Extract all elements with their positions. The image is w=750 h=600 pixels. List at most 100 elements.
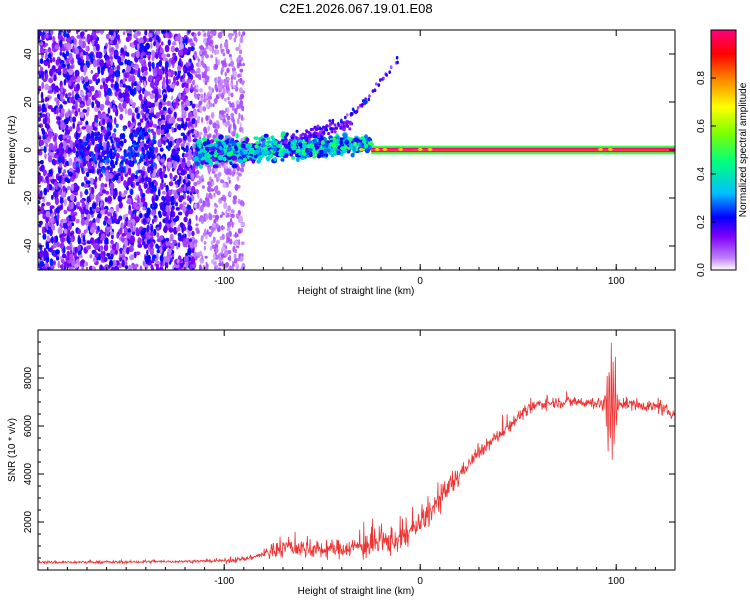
heatmap-cell	[46, 186, 51, 190]
heatmap-cell	[230, 140, 234, 144]
heatmap-cell	[83, 167, 87, 172]
heatmap-cell	[109, 40, 113, 45]
heatmap-cell	[135, 205, 141, 210]
heatmap-cell	[235, 240, 238, 247]
heatmap-cell	[203, 241, 207, 245]
heatmap-cell	[118, 102, 122, 110]
heatmap-cell	[143, 90, 149, 98]
heatmap-cell	[232, 122, 236, 129]
heatmap-cell	[224, 262, 230, 268]
heatmap-cell	[82, 157, 86, 162]
heatmap-cell	[239, 167, 245, 173]
heatmap-cell	[187, 130, 190, 137]
heatmap-cell	[146, 239, 151, 244]
heatmap-cell	[218, 262, 222, 267]
heatmap-cell	[350, 153, 355, 158]
heatmap-cell	[150, 42, 153, 49]
heatmap-cell	[193, 203, 198, 209]
heatmap-cell	[122, 31, 126, 36]
heatmap-cell	[228, 254, 232, 262]
heatmap-cell	[154, 78, 158, 86]
heatmap-cell	[47, 62, 51, 69]
heatmap-cell	[89, 158, 92, 163]
heatmap-cell	[138, 93, 143, 101]
heatmap-cell	[105, 135, 109, 140]
heatmap-cell	[224, 135, 229, 139]
heatmap-cell	[182, 134, 188, 141]
heatmap-cell	[94, 92, 99, 99]
heatmap-cell	[182, 170, 186, 174]
heatmap-cell	[80, 259, 85, 265]
heatmap-cell	[162, 94, 167, 102]
heatmap-cell	[41, 81, 44, 90]
heatmap-cell	[267, 140, 274, 144]
heatmap-cell	[132, 143, 136, 148]
heatmap-cell	[70, 236, 74, 243]
heatmap-cell	[296, 156, 300, 163]
heatmap-cell	[239, 37, 244, 44]
heatmap-cell	[108, 31, 114, 35]
heatmap-cell	[238, 172, 242, 177]
heatmap-cell	[314, 145, 320, 150]
heatmap-cell	[116, 34, 120, 41]
heatmap-cell	[111, 266, 116, 270]
heatmap-cell	[162, 30, 167, 34]
heatmap-cell	[201, 185, 205, 189]
heatmap-cell	[238, 159, 244, 164]
heatmap-cell	[82, 162, 86, 167]
heatmap-cell	[62, 52, 65, 58]
heatmap-cell	[206, 200, 211, 208]
heatmap-cell	[284, 139, 288, 143]
heatmap-cell	[231, 155, 238, 161]
heatmap-cell	[84, 229, 88, 233]
heatmap-cell	[72, 172, 77, 180]
heatmap-cell	[84, 94, 89, 101]
heatmap-cell	[330, 130, 334, 134]
heatmap-cell	[353, 141, 357, 147]
heatmap-cell	[205, 213, 209, 221]
heatmap-cell	[134, 174, 138, 180]
heatmap-cell	[192, 42, 195, 47]
snr-ytick-label: 2000	[23, 510, 34, 533]
heatmap-cell	[165, 237, 170, 242]
heatmap-cell	[100, 30, 104, 35]
heatmap-cell	[190, 63, 194, 71]
heatmap-cell	[123, 138, 127, 144]
heatmap-cell	[85, 45, 89, 52]
heatmap-cell	[197, 193, 200, 199]
heatmap-cell	[63, 30, 67, 38]
heatmap-cell	[149, 231, 155, 237]
heatmap-cell	[227, 221, 232, 228]
heatmap-cell	[118, 191, 122, 196]
heatmap-cell	[242, 31, 246, 36]
heatmap-cell	[151, 258, 155, 264]
heatmap-cell	[127, 210, 133, 215]
heatmap-cell	[142, 112, 145, 120]
heatmap-cell	[190, 256, 196, 264]
heatmap-cell	[193, 251, 197, 256]
heatmap-cell	[105, 76, 109, 84]
heatmap-cell	[38, 223, 42, 228]
spectrogram-xlabel: Height of straight line (km)	[298, 286, 415, 297]
heatmap-cell	[200, 160, 206, 165]
heatmap-cell	[207, 185, 212, 193]
heatmap-cell	[111, 234, 114, 240]
heatmap-cell	[151, 50, 155, 57]
heatmap-cell	[84, 141, 88, 146]
heatmap-cell	[342, 127, 346, 132]
heatmap-cell	[199, 88, 203, 93]
heatmap-cell	[146, 224, 150, 233]
heatmap-cell	[607, 148, 613, 151]
heatmap-cell	[86, 125, 91, 134]
heatmap-cell	[163, 225, 168, 234]
heatmap-cell	[95, 194, 101, 202]
heatmap-cell	[224, 71, 227, 77]
heatmap-cell	[333, 123, 337, 127]
heatmap-cell	[48, 85, 52, 92]
heatmap-cell	[131, 53, 136, 58]
spectrogram-ylabel: Frequency (Hz)	[7, 116, 18, 185]
heatmap-cell	[190, 172, 195, 180]
heatmap-cell	[175, 183, 179, 189]
heatmap-cell	[84, 219, 89, 226]
heatmap-cell	[302, 136, 306, 140]
